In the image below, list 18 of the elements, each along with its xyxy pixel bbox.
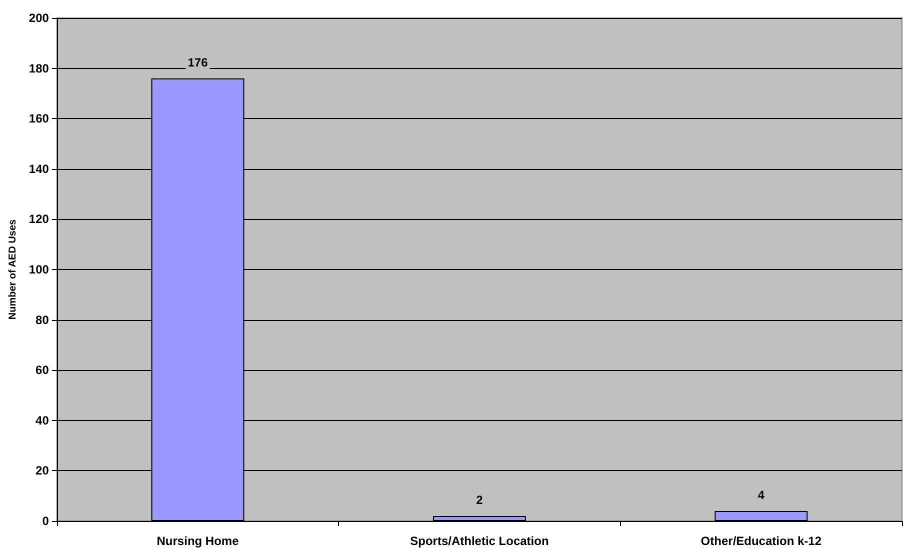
- y-tick-label: 20: [36, 464, 50, 478]
- x-tick-label: Nursing Home: [156, 534, 240, 548]
- y-tick-label: 40: [36, 413, 50, 428]
- data-label: 2: [476, 492, 484, 507]
- y-tick-label: 120: [28, 212, 50, 226]
- y-tick-label: 100: [28, 262, 50, 276]
- y-tick-label: 0: [42, 514, 50, 528]
- x-tick-label: Other/Education k-12: [700, 534, 822, 548]
- data-label: 176: [188, 55, 208, 70]
- y-tick-label: 140: [28, 162, 50, 176]
- y-tick-label: 80: [36, 312, 50, 327]
- y-tick-label: 200: [28, 11, 50, 25]
- y-tick-label: 60: [36, 363, 50, 378]
- y-tick-label: 160: [28, 112, 50, 126]
- data-label: 4: [758, 488, 765, 502]
- y-tick-label: 180: [28, 61, 50, 76]
- x-tick-label: Sports/Athletic Location: [410, 534, 549, 548]
- y-axis-title: Number of AED Uses: [8, 218, 18, 320]
